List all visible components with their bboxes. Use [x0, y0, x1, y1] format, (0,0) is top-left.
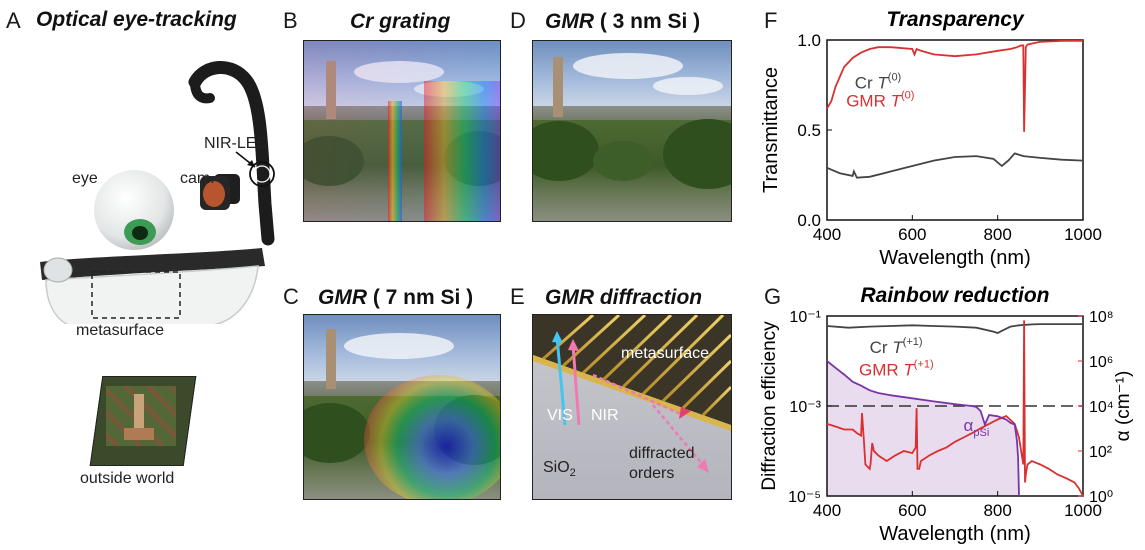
x-tick-label: 600 — [898, 501, 926, 520]
panel-letter-e: E — [510, 284, 525, 309]
vis-label: VIS — [547, 407, 573, 424]
panel-title-a: Optical eye-tracking — [36, 8, 237, 31]
x-tick-label: 600 — [898, 225, 926, 244]
panel-letter-d: D — [510, 8, 526, 33]
outside-world-label: outside world — [80, 470, 175, 487]
series-line-2 — [826, 360, 1020, 497]
cam-label: cam. — [180, 170, 215, 187]
panel-letter-f: F — [764, 8, 778, 33]
diffracted-label: diffracted — [629, 445, 695, 462]
series-line-0 — [826, 40, 1083, 132]
legend-cr: Cr T(0) — [855, 72, 902, 93]
y-tick-label: 10⁻¹ — [789, 309, 821, 326]
chart-title: Transparency — [886, 8, 1025, 31]
x-axis-label: Wavelength (nm) — [879, 523, 1031, 545]
legend-gmr: GMR T(+1) — [859, 358, 934, 379]
x-tick-label: 400 — [813, 501, 841, 520]
gmr-diffraction-schematic: metasurface VIS NIR SiO2 diffracted orde… — [532, 314, 732, 500]
x-axis-label: Wavelength (nm) — [879, 247, 1031, 269]
panel-letter-b: B — [283, 8, 298, 33]
x-tick-label: 800 — [983, 501, 1011, 520]
panel-title-c: GMR ( 7 nm Si ) — [318, 286, 474, 309]
y-tick-label: 0.5 — [797, 121, 821, 140]
eye-tracking-glasses-illustration — [40, 61, 275, 324]
photo-gmr-7nm — [303, 314, 501, 500]
series-line-1 — [826, 320, 1084, 497]
x-tick-label: 1000 — [1064, 501, 1102, 520]
series-line-1 — [826, 152, 1084, 179]
chart-rainbow-reduction: Rainbow reduction 400 600 800 1000 10⁻⁵ 10⁻³ 10… — [759, 284, 1134, 545]
y-axis-label: Transmittance — [760, 67, 782, 193]
alpha-psi-label: αpSi — [964, 416, 990, 439]
y2-tick-label: 10⁰ — [1089, 489, 1113, 506]
eye-label: eye — [72, 170, 98, 187]
legend-gmr: GMR T(0) — [846, 90, 914, 111]
panel-title-d: GMR ( 3 nm Si ) — [545, 10, 701, 33]
x-tick-label: 1000 — [1064, 225, 1102, 244]
plot-frame — [826, 39, 1084, 221]
metasurface-region — [91, 271, 181, 319]
y2-tick-label: 10⁴ — [1089, 399, 1114, 416]
panel-letter-c: C — [283, 284, 299, 309]
nir-label: NIR — [591, 407, 619, 424]
y-tick-label: 10⁻³ — [789, 399, 821, 416]
alpha-area — [827, 361, 1019, 496]
y-axis-label: Diffraction efficiency — [759, 321, 780, 491]
panel-title-e: GMR diffraction — [545, 286, 703, 309]
y2-tick-label: 10² — [1089, 444, 1113, 461]
photo-cr-grating — [303, 40, 501, 222]
legend-cr: Cr T(+1) — [870, 336, 923, 357]
chart-title: Rainbow reduction — [861, 284, 1050, 307]
nir-led-label: NIR-LED — [204, 135, 269, 152]
metasurface-label-a: metasurface — [76, 322, 165, 339]
x-tick-label: 800 — [983, 225, 1011, 244]
orders-label: orders — [629, 465, 675, 482]
y2-axis-label: α (cm⁻¹) — [1113, 371, 1134, 442]
metasurface-label-e: metasurface — [621, 345, 710, 362]
y-tick-label: 0.0 — [797, 211, 821, 230]
y2-tick-label: 10⁸ — [1089, 309, 1114, 326]
y-tick-label: 1.0 — [797, 31, 821, 50]
x-tick-label: 400 — [813, 225, 841, 244]
y-tick-label: 10⁻⁵ — [788, 489, 821, 506]
outside-world-diorama — [88, 372, 197, 466]
panel-title-b: Cr grating — [350, 10, 451, 33]
y2-tick-label: 10⁶ — [1089, 354, 1113, 371]
sio2-label: SiO2 — [543, 459, 576, 480]
panel-letter-g: G — [764, 284, 782, 309]
series-line-0 — [826, 323, 1083, 334]
chart-transparency: Transparency 400 600 800 1000 0.0 0.5 1.0 Wavele… — [760, 8, 1102, 269]
panel-letter-a: A — [6, 8, 21, 33]
photo-gmr-3nm — [532, 40, 732, 222]
